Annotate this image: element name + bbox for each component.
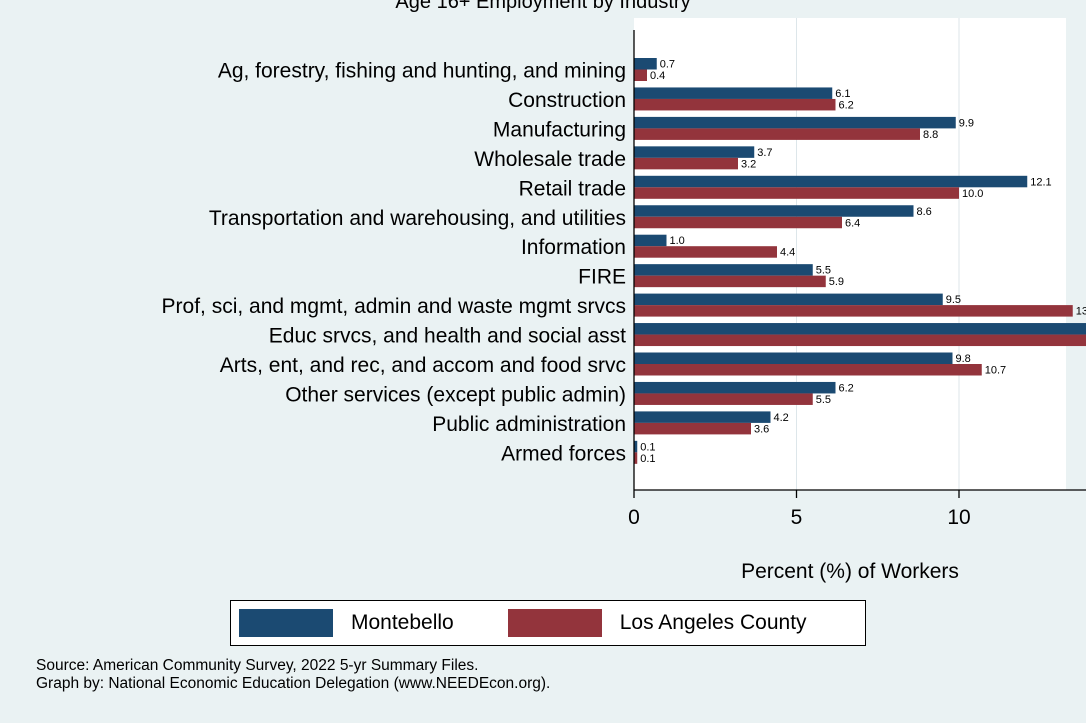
value-label-los-angeles-county-fire: 5.9	[829, 276, 844, 288]
value-label-montebello-fire: 5.5	[816, 265, 831, 277]
bar-montebello-wholesale-trade	[634, 146, 755, 158]
legend-item-los-angeles-county: Los Angeles County	[500, 609, 807, 637]
legend-label-los-angeles-county: Los Angeles County	[619, 611, 807, 634]
chart-title: Age 16+ Employment by Industry	[395, 0, 690, 13]
category-label-manufacturing: Manufacturing	[493, 118, 626, 141]
legend-swatch-los-angeles-county	[507, 609, 602, 637]
bar-los-angeles-county-arts-ent-and-rec-and-accom-and-food-srvc	[634, 364, 982, 376]
bar-montebello-retail-trade	[634, 175, 1028, 188]
bar-los-angeles-county-fire	[634, 275, 826, 288]
bar-los-angeles-county-armed-forces	[634, 452, 638, 464]
x-axis-title: Percent (%) of Workers	[741, 560, 959, 583]
value-label-montebello-public-administration: 4.2	[774, 412, 789, 424]
bar-montebello-information	[634, 234, 667, 247]
bar-montebello-ag-forestry-fishing-and-hunting-and-mining	[634, 58, 657, 70]
bar-los-angeles-county-prof-sci-and-mgmt-admin-and-waste-mgmt-srvcs	[634, 305, 1073, 317]
legend-item-montebello: Montebello	[231, 609, 454, 637]
category-label-information: Information	[521, 236, 626, 259]
value-label-los-angeles-county-wholesale-trade: 3.2	[741, 158, 756, 170]
category-label-retail-trade: Retail trade	[519, 177, 626, 200]
value-label-los-angeles-county-public-administration: 3.6	[754, 423, 769, 435]
legend: Montebello Los Angeles County	[230, 600, 866, 646]
bar-los-angeles-county-wholesale-trade	[634, 157, 738, 170]
bar-montebello-manufacturing	[634, 116, 956, 129]
value-labels: 0.70.46.16.29.98.83.73.212.110.08.66.41.…	[640, 59, 1086, 465]
value-label-los-angeles-county-armed-forces: 0.1	[640, 453, 655, 465]
bar-montebello-construction	[634, 87, 833, 99]
bar-montebello-armed-forces	[634, 440, 638, 453]
value-label-los-angeles-county-ag-forestry-fishing-and-hunting-and-mining: 0.4	[650, 70, 665, 82]
value-label-los-angeles-county-construction: 6.2	[839, 99, 854, 111]
legend-label-montebello: Montebello	[351, 611, 454, 634]
value-label-montebello-manufacturing: 9.9	[959, 117, 974, 129]
bar-los-angeles-county-public-administration	[634, 422, 751, 435]
category-label-educ-srvcs-and-health-and-social-asst: Educ srvcs, and health and social asst	[269, 325, 626, 348]
value-label-los-angeles-county-other-services-except-public-admin: 5.5	[816, 394, 831, 406]
value-label-montebello-armed-forces: 0.1	[640, 441, 655, 453]
bar-los-angeles-county-retail-trade	[634, 187, 959, 199]
value-label-montebello-construction: 6.1	[835, 88, 850, 100]
value-label-montebello-retail-trade: 12.1	[1030, 176, 1051, 188]
chart-footer: Source: American Community Survey, 2022 …	[36, 657, 550, 693]
bar-montebello-prof-sci-and-mgmt-admin-and-waste-mgmt-srvcs	[634, 293, 943, 306]
value-label-los-angeles-county-arts-ent-and-rec-and-accom-and-food-srvc: 10.7	[985, 365, 1006, 377]
bar-los-angeles-county-other-services-except-public-admin	[634, 393, 813, 405]
value-label-montebello-prof-sci-and-mgmt-admin-and-waste-mgmt-srvcs: 9.5	[946, 294, 961, 306]
value-label-montebello-wholesale-trade: 3.7	[757, 147, 772, 159]
x-tick-label-10: 10	[947, 506, 970, 529]
value-label-montebello-arts-ent-and-rec-and-accom-and-food-srvc: 9.8	[956, 353, 971, 365]
x-tick-label-5: 5	[791, 506, 803, 529]
bar-los-angeles-county-construction	[634, 98, 836, 111]
category-label-fire: FIRE	[578, 266, 626, 289]
category-label-construction: Construction	[508, 89, 626, 112]
bar-montebello-fire	[634, 264, 813, 276]
bar-los-angeles-county-information	[634, 246, 777, 258]
category-label-arts-ent-and-rec-and-accom-and-food-srvc: Arts, ent, and rec, and accom and food s…	[220, 354, 626, 377]
category-label-ag-forestry-fishing-and-hunting-and-mining: Ag, forestry, fishing and hunting, and m…	[218, 60, 626, 83]
value-label-montebello-information: 1.0	[670, 235, 685, 247]
value-label-los-angeles-county-retail-trade: 10.0	[962, 188, 983, 200]
bar-los-angeles-county-manufacturing	[634, 128, 920, 140]
category-label-prof-sci-and-mgmt-admin-and-waste-mgmt-srvcs: Prof, sci, and mgmt, admin and waste mgm…	[162, 295, 626, 318]
bar-montebello-public-administration	[634, 411, 771, 423]
bar-montebello-transportation-and-warehousing-and-utilities	[634, 205, 914, 217]
value-label-montebello-other-services-except-public-admin: 6.2	[839, 382, 854, 394]
bar-los-angeles-county-educ-srvcs-and-health-and-social-asst	[634, 334, 1086, 347]
source-note: Source: American Community Survey, 2022 …	[36, 657, 479, 674]
x-tick-label-0: 0	[628, 506, 640, 529]
value-label-montebello-ag-forestry-fishing-and-hunting-and-mining: 0.7	[660, 59, 675, 71]
category-label-wholesale-trade: Wholesale trade	[474, 148, 626, 171]
category-label-transportation-and-warehousing-and-utilities: Transportation and warehousing, and util…	[209, 207, 626, 230]
value-label-los-angeles-county-prof-sci-and-mgmt-admin-and-waste-mgmt-srvcs: 13.5	[1076, 306, 1086, 318]
category-label-other-services-except-public-admin: Other services (except public admin)	[285, 383, 626, 406]
value-label-montebello-transportation-and-warehousing-and-utilities: 8.6	[917, 206, 932, 218]
value-label-los-angeles-county-transportation-and-warehousing-and-utilities: 6.4	[845, 217, 860, 229]
bar-montebello-arts-ent-and-rec-and-accom-and-food-srvc	[634, 352, 953, 364]
category-label-public-administration: Public administration	[432, 413, 626, 436]
x-axis: 0510152025	[628, 489, 1086, 529]
bar-los-angeles-county-ag-forestry-fishing-and-hunting-and-mining	[634, 69, 647, 81]
bar-montebello-educ-srvcs-and-health-and-social-asst	[634, 323, 1086, 335]
bars-group	[634, 58, 1086, 464]
category-label-armed-forces: Armed forces	[501, 442, 626, 465]
value-label-los-angeles-county-information: 4.4	[780, 247, 795, 259]
credit-note: Graph by: National Economic Education De…	[36, 675, 551, 692]
category-labels: Ag, forestry, fishing and hunting, and m…	[162, 60, 627, 466]
value-label-los-angeles-county-manufacturing: 8.8	[923, 129, 938, 141]
bar-montebello-other-services-except-public-admin	[634, 381, 836, 394]
bar-los-angeles-county-transportation-and-warehousing-and-utilities	[634, 216, 842, 229]
legend-swatch-montebello	[239, 609, 333, 637]
